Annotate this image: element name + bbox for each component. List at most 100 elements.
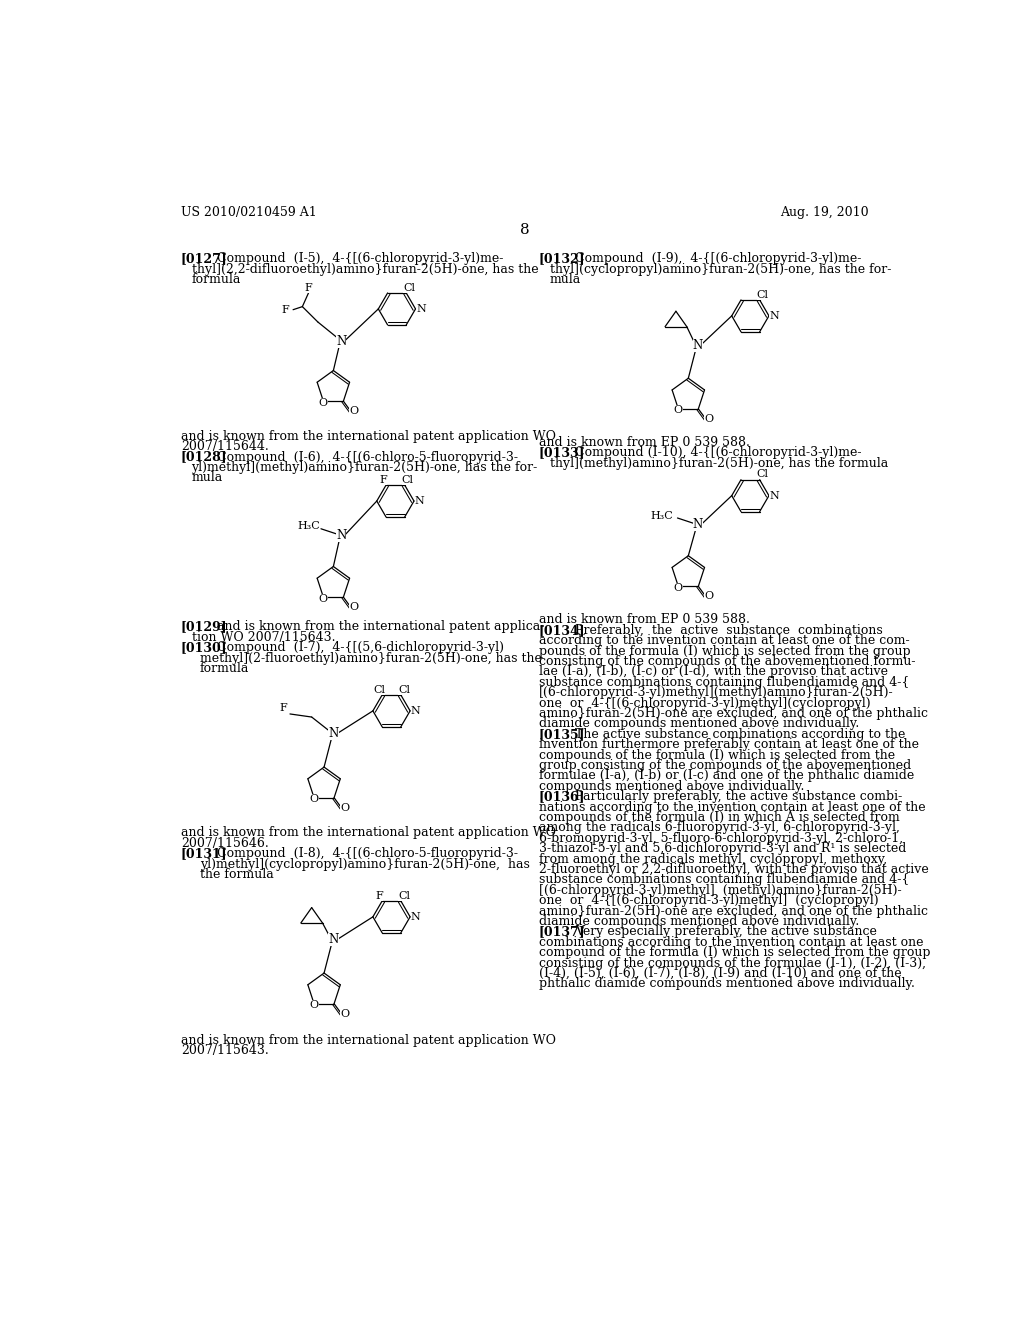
Text: Compound  (I-9),  4-{[(6-chloropyrid-3-yl)me-: Compound (I-9), 4-{[(6-chloropyrid-3-yl)… [575, 252, 861, 265]
Text: compounds of the formula (I) in which A is selected from: compounds of the formula (I) in which A … [539, 810, 899, 824]
Text: formulae (I-a), (I-b) or (I-c) and one of the phthalic diamide: formulae (I-a), (I-b) or (I-c) and one o… [539, 770, 914, 783]
Text: mula: mula [550, 273, 581, 286]
Text: from among the radicals methyl, cyclopropyl, methoxy,: from among the radicals methyl, cyclopro… [539, 853, 887, 866]
Text: Particularly preferably, the active substance combi-: Particularly preferably, the active subs… [575, 791, 902, 803]
Text: N: N [329, 727, 339, 741]
Text: group consisting of the compounds of the abovementioned: group consisting of the compounds of the… [539, 759, 911, 772]
Text: [0132]: [0132] [539, 252, 586, 265]
Text: [0127]: [0127] [180, 252, 227, 265]
Text: H₃C: H₃C [650, 511, 674, 520]
Text: Aug. 19, 2010: Aug. 19, 2010 [780, 206, 869, 219]
Text: the formula: the formula [200, 869, 273, 880]
Text: [0131]: [0131] [180, 847, 227, 861]
Text: [0129]: [0129] [180, 620, 227, 634]
Text: yl)methyl](methyl)amino}furan-2(5H)-one, has the for-: yl)methyl](methyl)amino}furan-2(5H)-one,… [191, 461, 538, 474]
Text: and is known from the international patent application WO: and is known from the international pate… [180, 1034, 556, 1047]
Text: F: F [280, 702, 288, 713]
Text: yl)methyl](cyclopropyl)amino}furan-2(5H)-one,  has: yl)methyl](cyclopropyl)amino}furan-2(5H)… [200, 858, 530, 871]
Text: amino}furan-2(5H)-one are excluded, and one of the phthalic: amino}furan-2(5H)-one are excluded, and … [539, 904, 928, 917]
Text: US 2010/0210459 A1: US 2010/0210459 A1 [180, 206, 316, 219]
Text: N: N [416, 304, 426, 314]
Text: O: O [349, 602, 358, 612]
Text: F: F [376, 891, 383, 902]
Text: [0128]: [0128] [180, 450, 227, 463]
Text: Very especially preferably, the active substance: Very especially preferably, the active s… [575, 925, 877, 939]
Text: mula: mula [191, 471, 223, 484]
Text: Compound  (I-6),  4-{[(6-chloro-5-fluoropyrid-3-: Compound (I-6), 4-{[(6-chloro-5-fluoropy… [217, 450, 518, 463]
Text: N: N [411, 706, 421, 715]
Text: N: N [769, 312, 779, 321]
Text: combinations according to the invention contain at least one: combinations according to the invention … [539, 936, 924, 949]
Text: and is known from the international patent application WO: and is known from the international pate… [180, 826, 556, 840]
Text: [0136]: [0136] [539, 791, 586, 803]
Text: thyl](methyl)amino}furan-2(5H)-one, has the formula: thyl](methyl)amino}furan-2(5H)-one, has … [550, 457, 888, 470]
Text: [0137]: [0137] [539, 925, 586, 939]
Text: lae (I-a), (I-b), (I-c) or (I-d), with the proviso that active: lae (I-a), (I-b), (I-c) or (I-d), with t… [539, 665, 888, 678]
Text: 6-bromopyrid-3-yl, 5-fluoro-6-chloropyrid-3-yl, 2-chloro-1,: 6-bromopyrid-3-yl, 5-fluoro-6-chloropyri… [539, 832, 903, 845]
Text: O: O [340, 803, 349, 813]
Text: 2007/115644.: 2007/115644. [180, 441, 268, 453]
Text: 2-fluoroethyl or 2,2-difluoroethyl, with the proviso that active: 2-fluoroethyl or 2,2-difluoroethyl, with… [539, 863, 929, 876]
Text: 2007/115646.: 2007/115646. [180, 837, 268, 850]
Text: Cl: Cl [757, 289, 769, 300]
Text: consisting of the compounds of the abovementioned formu-: consisting of the compounds of the above… [539, 655, 915, 668]
Text: and is known from the international patent applica-: and is known from the international pate… [217, 620, 545, 634]
Text: [0134]: [0134] [539, 624, 586, 636]
Text: formula: formula [200, 663, 250, 675]
Text: N: N [415, 496, 424, 506]
Text: O: O [705, 591, 714, 602]
Text: N: N [692, 339, 702, 351]
Text: and is known from EP 0 539 588.: and is known from EP 0 539 588. [539, 436, 750, 449]
Text: pounds of the formula (I) which is selected from the group: pounds of the formula (I) which is selec… [539, 644, 910, 657]
Text: Compound (I-10), 4-{[(6-chloropyrid-3-yl)me-: Compound (I-10), 4-{[(6-chloropyrid-3-yl… [575, 446, 861, 459]
Text: O: O [674, 405, 683, 416]
Text: N: N [411, 912, 421, 921]
Text: substance combinations containing flubendiamide and 4-{: substance combinations containing fluben… [539, 676, 909, 689]
Text: diamide compounds mentioned above individually.: diamide compounds mentioned above indivi… [539, 718, 859, 730]
Text: O: O [340, 1008, 349, 1019]
Text: thyl](cyclopropyl)amino}furan-2(5H)-one, has the for-: thyl](cyclopropyl)amino}furan-2(5H)-one,… [550, 263, 891, 276]
Text: Preferably,  the  active  substance  combinations: Preferably, the active substance combina… [575, 624, 883, 636]
Text: according to the invention contain at least one of the com-: according to the invention contain at le… [539, 635, 909, 647]
Text: compounds mentioned above individually.: compounds mentioned above individually. [539, 780, 804, 793]
Text: The active substance combinations according to the: The active substance combinations accord… [575, 727, 905, 741]
Text: and is known from the international patent application WO: and is known from the international pate… [180, 430, 556, 442]
Text: (I-4), (I-5), (I-6), (I-7), (I-8), (I-9) and (I-10) and one of the: (I-4), (I-5), (I-6), (I-7), (I-8), (I-9)… [539, 966, 901, 979]
Text: Cl: Cl [401, 475, 414, 484]
Text: nations according to the invention contain at least one of the: nations according to the invention conta… [539, 800, 926, 813]
Text: Cl: Cl [373, 685, 385, 694]
Text: N: N [336, 335, 346, 347]
Text: among the radicals 6-fluoropyrid-3-yl, 6-chloropyrid-3-yl,: among the radicals 6-fluoropyrid-3-yl, 6… [539, 821, 900, 834]
Text: Compound  (I-8),  4-{[(6-chloro-5-fluoropyrid-3-: Compound (I-8), 4-{[(6-chloro-5-fluoropy… [217, 847, 518, 861]
Text: Compound  (I-7),  4-{[(5,6-dichloropyrid-3-yl): Compound (I-7), 4-{[(5,6-dichloropyrid-3… [217, 642, 504, 655]
Text: F: F [380, 475, 387, 486]
Text: substance combinations containing flubendiamide and 4-{: substance combinations containing fluben… [539, 874, 909, 886]
Text: N: N [336, 529, 346, 543]
Text: Cl: Cl [398, 891, 410, 900]
Text: Cl: Cl [398, 685, 410, 694]
Text: O: O [705, 414, 714, 424]
Text: Cl: Cl [757, 470, 769, 479]
Text: amino}furan-2(5H)-one are excluded, and one of the phthalic: amino}furan-2(5H)-one are excluded, and … [539, 708, 928, 719]
Text: one  or  4-{[(6-chloropyrid-3-yl)methyl](cyclopropyl): one or 4-{[(6-chloropyrid-3-yl)methyl](c… [539, 697, 870, 710]
Text: 3-thiazol-5-yl and 5,6-dichloropyrid-3-yl and R¹ is selected: 3-thiazol-5-yl and 5,6-dichloropyrid-3-y… [539, 842, 906, 855]
Text: diamide compounds mentioned above individually.: diamide compounds mentioned above indivi… [539, 915, 859, 928]
Text: N: N [329, 933, 339, 946]
Text: 2007/115643.: 2007/115643. [180, 1044, 268, 1057]
Text: F: F [282, 305, 289, 314]
Text: compounds of the formula (I) which is selected from the: compounds of the formula (I) which is se… [539, 748, 895, 762]
Text: thyl](2,2-difluoroethyl)amino}furan-2(5H)-one, has the: thyl](2,2-difluoroethyl)amino}furan-2(5H… [191, 263, 539, 276]
Text: and is known from EP 0 539 588.: and is known from EP 0 539 588. [539, 614, 750, 627]
Text: O: O [674, 583, 683, 593]
Text: one  or  4-{[(6-chloropyrid-3-yl)methyl]  (cyclopropyl): one or 4-{[(6-chloropyrid-3-yl)methyl] (… [539, 894, 879, 907]
Text: phthalic diamide compounds mentioned above individually.: phthalic diamide compounds mentioned abo… [539, 977, 914, 990]
Text: [0133]: [0133] [539, 446, 586, 459]
Text: formula: formula [191, 273, 241, 286]
Text: [(6-chloropyrid-3-yl)methyl](methyl)amino}furan-2(5H)-: [(6-chloropyrid-3-yl)methyl](methyl)amin… [539, 686, 893, 700]
Text: H₃C: H₃C [297, 521, 319, 532]
Text: O: O [309, 795, 318, 804]
Text: tion WO 2007/115643.: tion WO 2007/115643. [191, 631, 335, 644]
Text: Compound  (I-5),  4-{[(6-chloropyrid-3-yl)me-: Compound (I-5), 4-{[(6-chloropyrid-3-yl)… [217, 252, 504, 265]
Text: N: N [692, 519, 702, 532]
Text: N: N [769, 491, 779, 500]
